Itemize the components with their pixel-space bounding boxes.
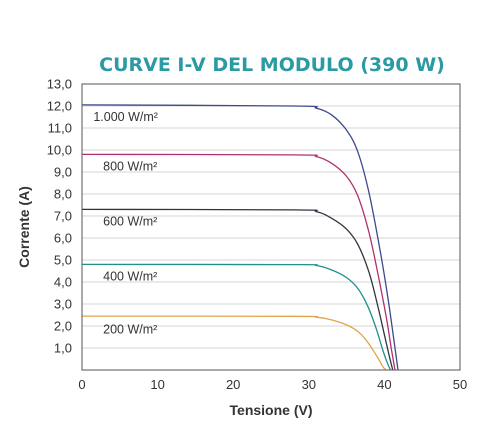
y-tick-label: 8,0 (54, 187, 72, 202)
x-tick-label: 0 (78, 377, 85, 392)
series-label: 200 W/m² (103, 322, 157, 336)
series-lines (81, 104, 399, 371)
grid-lines (82, 105, 460, 349)
y-tick-labels: 1,0 2,0 3,0 4,0 5,0 6,0 7,0 8,0 9,0 10,0 11,0 12,0 1… (47, 77, 72, 356)
y-tick-label: 13,0 (47, 77, 72, 92)
y-tick-label: 4,0 (54, 275, 72, 290)
x-tick-label: 30 (302, 377, 316, 392)
y-tick-label: 9,0 (54, 165, 72, 180)
x-tick-labels: 0 10 20 30 40 50 (78, 377, 467, 392)
x-tick-label: 40 (377, 377, 391, 392)
y-tick-label: 11,0 (48, 121, 72, 136)
x-tick-label: 50 (453, 377, 467, 392)
series-label: 1.000 W/m² (93, 110, 158, 124)
y-tick-label: 6,0 (54, 231, 72, 246)
x-axis-label: Tensione (V) (230, 402, 313, 418)
y-tick-label: 2,0 (54, 319, 72, 334)
series-label: 400 W/m² (103, 270, 157, 284)
x-tick-label: 10 (150, 377, 164, 392)
series-line-4 (81, 315, 387, 371)
y-tick-label: 5,0 (54, 253, 72, 268)
x-tick-label: 20 (226, 377, 240, 392)
series-labels: 1.000 W/m² 800 W/m² 600 W/m² 400 W/m² 200 W/… (93, 110, 158, 336)
y-tick-label: 7,0 (54, 209, 72, 224)
y-tick-label: 3,0 (54, 297, 72, 312)
series-line-0 (81, 104, 399, 371)
series-line-1 (81, 153, 396, 371)
plot-frame (81, 83, 461, 371)
series-label: 800 W/m² (103, 160, 157, 174)
y-axis-label: Corrente (A) (16, 186, 32, 268)
series-line-2 (81, 208, 394, 371)
y-tick-label: 12,0 (47, 99, 72, 114)
y-tick-label: 10,0 (47, 143, 72, 158)
chart-title: CURVE I-V DEL MODULO (390 W) (99, 54, 445, 76)
series-label: 600 W/m² (103, 215, 157, 229)
y-tick-label: 1,0 (54, 341, 72, 356)
series-line-3 (81, 263, 392, 371)
